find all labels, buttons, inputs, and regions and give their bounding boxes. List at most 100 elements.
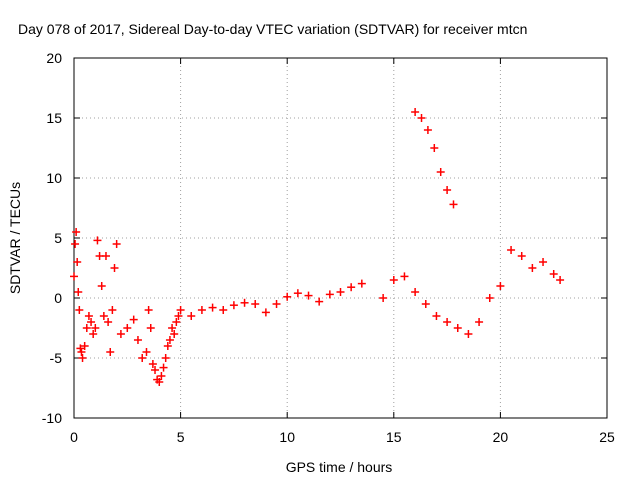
data-point (163, 342, 172, 350)
data-point (73, 258, 82, 266)
data-point (496, 282, 505, 290)
y-tick-label: 20 (46, 50, 62, 66)
data-point (432, 312, 441, 320)
data-point (293, 289, 302, 298)
data-point (436, 168, 445, 176)
data-point (507, 246, 516, 254)
data-point (417, 114, 426, 122)
data-point (80, 342, 89, 350)
data-point (421, 300, 430, 308)
tick-labels: 0 5 10 15 20 25 -10 -5 0 5 10 15 20 (42, 50, 615, 445)
x-tick-label: 0 (70, 429, 78, 445)
data-point (161, 354, 170, 362)
data-point (123, 324, 132, 332)
data-point (251, 300, 260, 308)
y-tick-label: 15 (46, 110, 62, 126)
data-point (71, 240, 80, 248)
data-point (165, 336, 174, 344)
data-point (142, 348, 151, 356)
x-tick-label: 10 (279, 429, 295, 445)
plot-axes (73, 57, 608, 419)
data-point (74, 288, 83, 296)
data-point (104, 318, 113, 326)
data-points (70, 108, 565, 386)
x-tick-label: 15 (386, 429, 402, 445)
data-point (347, 283, 356, 292)
data-point (77, 348, 86, 356)
data-point (170, 330, 179, 338)
y-tick-label: -10 (42, 410, 62, 426)
data-point (411, 288, 420, 296)
data-point (72, 228, 81, 236)
data-point (453, 324, 462, 332)
data-point (229, 301, 238, 310)
data-point (82, 324, 91, 332)
data-point (116, 330, 125, 338)
data-point (336, 288, 345, 296)
data-point (146, 324, 155, 332)
data-point (110, 264, 119, 272)
data-point (138, 354, 147, 362)
x-tick-label: 25 (599, 429, 615, 445)
data-point (174, 312, 183, 320)
data-point (443, 186, 452, 194)
x-tick-label: 5 (177, 429, 185, 445)
data-point (99, 312, 108, 320)
data-point (475, 318, 484, 326)
data-point (423, 126, 432, 134)
data-point (151, 366, 160, 374)
data-point (400, 272, 409, 281)
data-point (556, 276, 565, 284)
data-point (89, 330, 98, 338)
data-point (76, 344, 85, 353)
data-point (78, 354, 87, 362)
data-point (219, 306, 228, 314)
data-point (129, 315, 138, 324)
data-point (464, 330, 473, 338)
y-tick-label: 0 (54, 290, 62, 306)
data-point (106, 348, 115, 356)
data-point (272, 300, 281, 308)
data-point (84, 312, 93, 320)
data-point (357, 279, 366, 288)
data-point (261, 308, 270, 317)
data-point (325, 290, 334, 299)
data-point (112, 240, 121, 248)
data-point (208, 303, 217, 312)
data-point (97, 282, 106, 290)
data-point (75, 306, 84, 314)
data-point (148, 360, 157, 368)
data-point (443, 318, 452, 326)
y-tick-label: 5 (54, 230, 62, 246)
data-point (155, 378, 164, 386)
data-point (449, 200, 458, 209)
data-point (101, 252, 110, 260)
y-axis-label: SDTVAR / TECUs (7, 182, 23, 294)
data-point (108, 306, 117, 314)
x-axis-label: GPS time / hours (286, 459, 393, 475)
data-point (70, 272, 78, 281)
data-point (197, 306, 206, 314)
data-point (411, 108, 420, 116)
data-point (176, 306, 185, 314)
data-point (389, 276, 398, 284)
data-point (528, 264, 537, 272)
data-point (91, 324, 100, 332)
data-point (304, 291, 313, 300)
data-point (549, 270, 558, 278)
data-point (133, 336, 142, 344)
data-point (93, 236, 102, 245)
x-tick-label: 20 (493, 429, 509, 445)
y-tick-label: 10 (46, 170, 62, 186)
data-point (157, 372, 166, 380)
data-point (168, 324, 177, 332)
data-point (187, 312, 196, 320)
data-point (430, 144, 439, 152)
chart-title: Day 078 of 2017, Sidereal Day-to-day VTE… (18, 21, 527, 37)
data-point (87, 318, 96, 326)
data-point (240, 298, 249, 307)
data-point (539, 258, 548, 266)
data-point (283, 292, 292, 301)
y-tick-label: -5 (50, 350, 63, 366)
